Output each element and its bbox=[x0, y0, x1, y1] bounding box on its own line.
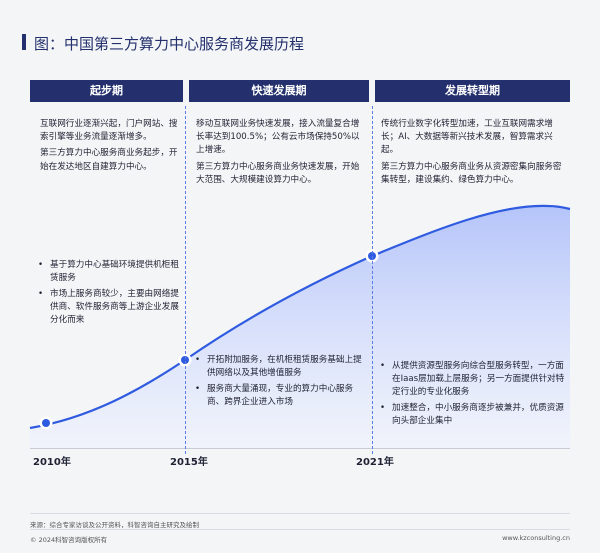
divider-2015 bbox=[185, 106, 186, 454]
list-item: 基于算力中心基础环境提供机柜租赁服务 bbox=[36, 259, 181, 285]
phase-transformation-bullets: 从提供资源型服务向综合型服务转型，一方面在Iaas层加载上层服务；另一方面提供针… bbox=[378, 360, 568, 431]
footer-divider bbox=[30, 513, 570, 514]
phase-startup-paragraph: 第三方算力中心服务商业务起步，开始在发达地区自建算力中心。 bbox=[40, 148, 178, 172]
footer-divider bbox=[30, 529, 570, 530]
title-accent-bar bbox=[22, 34, 26, 50]
milestone-marker-2010 bbox=[39, 416, 53, 430]
time-axis bbox=[30, 448, 570, 449]
phase-transformation-description: 传统行业数字化转型加速，工业互联网需求增长；AI、大数据等新兴技术发展，智算需求… bbox=[381, 118, 566, 190]
phase-startup-description: 互联网行业逐渐兴起，门户网站、搜索引擎等业务流量逐渐增多。 第三方算力中心服务商… bbox=[40, 118, 183, 177]
website-text: www.kzconsulting.cn bbox=[502, 534, 570, 542]
year-label-2015: 2015年 bbox=[170, 457, 208, 468]
growth-line bbox=[29, 204, 571, 430]
phase-startup-bullets: 基于算力中心基础环境提供机柜租赁服务 市场上服务商较少，主要由网络提供商、软件服… bbox=[36, 259, 181, 330]
phase-header-startup: 起步期 bbox=[30, 80, 183, 102]
phase-transformation-paragraph: 第三方算力中心服务商业务从资源密集向服务密集转型，建设集约、绿色算力中心。 bbox=[381, 161, 562, 185]
phase-header-rapid-growth: 快速发展期 bbox=[189, 80, 369, 102]
list-item: 加速整合，中小服务商逐步被兼并，优质资源向头部企业集中 bbox=[378, 402, 568, 428]
page-title: 图：中国第三方算力中心服务商发展历程 bbox=[34, 35, 305, 53]
phase-rapid-growth-description: 移动互联网业务快速发展，接入流量复合增长率达到100.5%；公有云市场保持50%… bbox=[196, 118, 366, 190]
list-item: 市场上服务商较少，主要由网络提供商、软件服务商等上游企业发展分化而来 bbox=[36, 288, 181, 327]
copyright-text: © 2024科智咨询版权所有 bbox=[30, 536, 108, 544]
source-note: 来源：综合专家访谈及公开资料，科智咨询自主研究及绘制 bbox=[30, 521, 199, 529]
phase-startup-paragraph: 互联网行业逐渐兴起，门户网站、搜索引擎等业务流量逐渐增多。 bbox=[40, 119, 178, 143]
phase-rapid-growth-paragraph: 移动互联网业务快速发展，接入流量复合增长率达到100.5%；公有云市场保持50%… bbox=[196, 119, 360, 156]
list-item: 服务商大量涌现，专业的算力中心服务商、跨界企业进入市场 bbox=[193, 383, 365, 409]
phase-rapid-growth-bullets: 开拓附加服务，在机柜租赁服务基础上提供网络以及其他增值服务 服务商大量涌现，专业… bbox=[193, 354, 365, 412]
list-item: 从提供资源型服务向综合型服务转型，一方面在Iaas层加载上层服务；另一方面提供针… bbox=[378, 360, 568, 399]
divider-2021 bbox=[372, 106, 373, 454]
list-item: 开拓附加服务，在机柜租赁服务基础上提供网络以及其他增值服务 bbox=[193, 354, 365, 380]
phase-header-transformation: 发展转型期 bbox=[375, 80, 570, 102]
year-label-2021: 2021年 bbox=[356, 457, 394, 468]
year-label-2010: 2010年 bbox=[33, 457, 71, 468]
phase-transformation-paragraph: 传统行业数字化转型加速，工业互联网需求增长；AI、大数据等新兴技术发展，智算需求… bbox=[381, 119, 553, 156]
phase-rapid-growth-paragraph: 第三方算力中心服务商业务快速发展，开始大范围、大规模建设算力中心。 bbox=[196, 161, 360, 185]
